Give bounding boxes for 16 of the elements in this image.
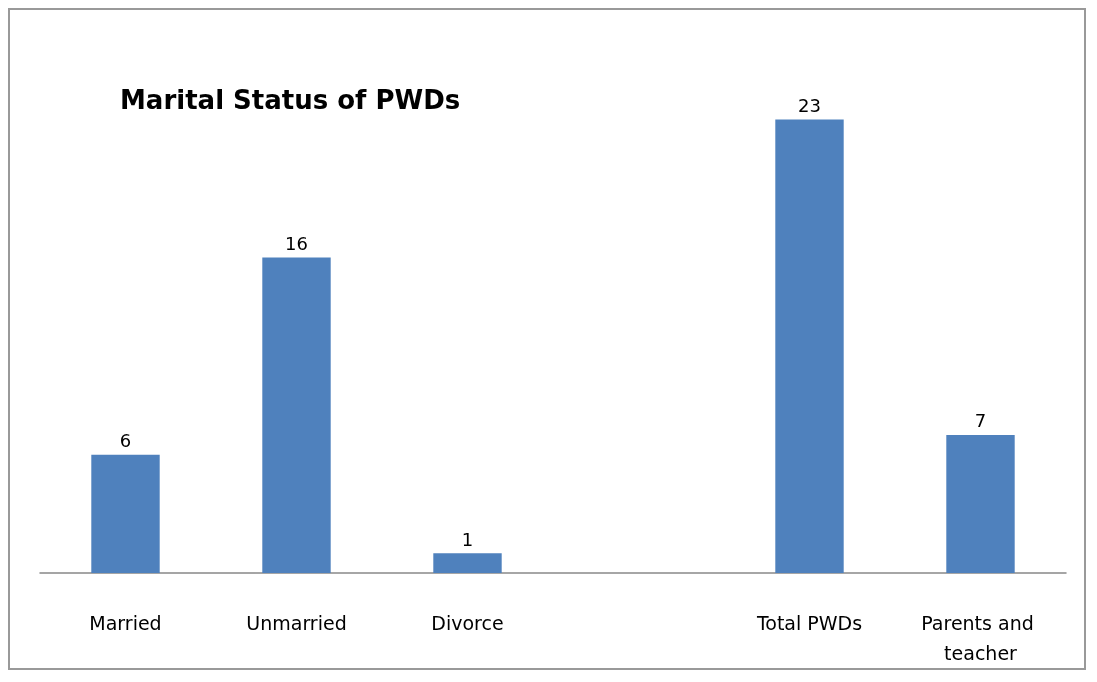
bar <box>775 119 844 573</box>
x-tick-label: Unmarried <box>246 612 347 634</box>
x-tick-label: Parents and teacher <box>921 612 1040 664</box>
bar <box>262 257 331 573</box>
bar <box>946 434 1015 573</box>
x-tick-label: Divorce <box>431 612 504 634</box>
x-tick-label: Married <box>89 612 162 634</box>
bar <box>433 553 502 573</box>
data-label: 6 <box>119 430 132 452</box>
data-label: 23 <box>798 94 821 116</box>
chart-title: Marital Status of PWDs <box>120 85 461 115</box>
data-label: 7 <box>974 410 987 432</box>
x-tick-label: Total PWDs <box>755 612 863 634</box>
data-label: 16 <box>285 232 308 254</box>
bar <box>91 454 160 573</box>
data-label: 1 <box>461 528 474 550</box>
